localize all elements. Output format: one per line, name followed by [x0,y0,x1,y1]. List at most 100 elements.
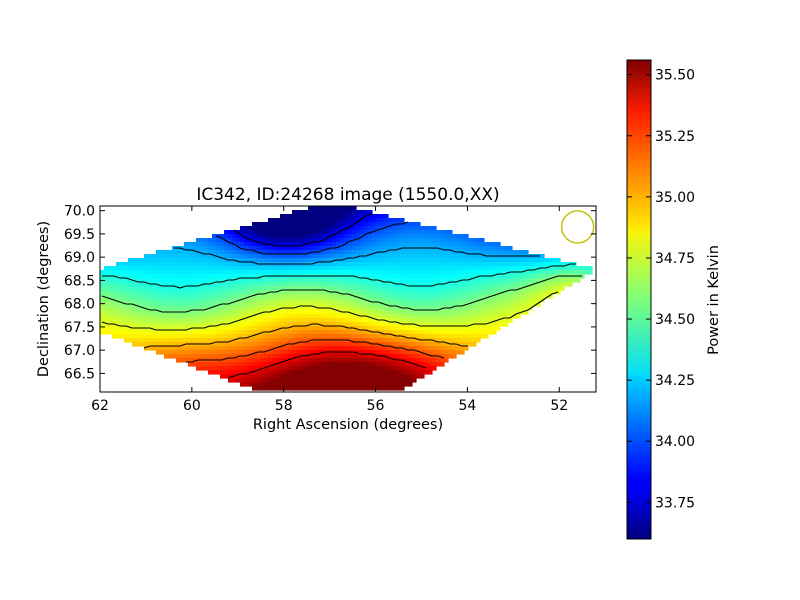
heatmap-cell [400,314,405,319]
heatmap-cell [396,338,401,343]
heatmap-cell [344,214,349,219]
heatmap-cell [240,226,245,231]
heatmap-cell [252,290,257,295]
heatmap-cell [308,358,313,363]
heatmap-cell [408,278,413,283]
heatmap-cell [484,242,489,247]
heatmap-cell [444,246,449,251]
heatmap-cell [184,358,189,363]
heatmap-cell [156,326,161,331]
heatmap-cell [344,254,349,259]
heatmap-cell [188,282,193,287]
heatmap-cell [256,362,261,367]
heatmap-cell [432,314,437,319]
heatmap-cell [408,238,413,243]
heatmap-cell [116,310,121,315]
heatmap-cell [248,358,253,363]
heatmap-cell [148,338,153,343]
heatmap-cell [312,218,317,223]
heatmap-cell [536,274,541,279]
heatmap-cell [384,322,389,327]
heatmap-cell [264,302,269,307]
heatmap-cell [420,370,425,375]
heatmap-cell [312,254,317,259]
heatmap-cell [468,330,473,335]
heatmap-cell [552,286,557,291]
heatmap-cell [456,238,461,243]
heatmap-cell [120,274,125,279]
heatmap-cell [236,350,241,355]
heatmap-cell [180,318,185,323]
heatmap-cell [244,326,249,331]
heatmap-cell [396,218,401,223]
heatmap-cell [576,266,581,271]
heatmap-cell [320,346,325,351]
heatmap-cell [100,310,105,315]
heatmap-cell [224,282,229,287]
heatmap-cell [272,326,277,331]
heatmap-cell [284,382,289,387]
heatmap-cell [504,282,509,287]
heatmap-cell [292,214,297,219]
heatmap-cell [364,370,369,375]
heatmap-cell [416,306,421,311]
heatmap-cell [204,242,209,247]
heatmap-cell [196,282,201,287]
heatmap-cell [240,322,245,327]
heatmap-cell [104,322,109,327]
heatmap-cell [376,274,381,279]
heatmap-cell [540,286,545,291]
heatmap-cell [360,370,365,375]
heatmap-cell [216,258,221,263]
heatmap-cell [540,290,545,295]
heatmap-cell [312,222,317,227]
heatmap-cell [148,298,153,303]
heatmap-cell [340,214,345,219]
heatmap-cell [216,354,221,359]
heatmap-cell [208,318,213,323]
heatmap-cell [136,294,141,299]
heatmap-cell [300,358,305,363]
heatmap-cell [356,230,361,235]
heatmap-cell [224,286,229,291]
heatmap-cell [316,318,321,323]
heatmap-cell [332,370,337,375]
heatmap-cell [436,242,441,247]
heatmap-cell [560,262,565,267]
heatmap-cell [140,298,145,303]
heatmap-cell [464,330,469,335]
heatmap-cell [116,302,121,307]
heatmap-cell [528,302,533,307]
heatmap-cell [316,246,321,251]
heatmap-cell [320,370,325,375]
heatmap-cell [156,262,161,267]
heatmap-cell [216,302,221,307]
heatmap-cell [228,238,233,243]
heatmap-cell [284,354,289,359]
heatmap-cell [300,306,305,311]
heatmap-cell [108,326,113,331]
heatmap-cell [124,314,129,319]
heatmap-cell [368,354,373,359]
heatmap-cell [356,258,361,263]
heatmap-cell [328,230,333,235]
heatmap-cell [172,354,177,359]
heatmap-cell [200,310,205,315]
heatmap-cell [332,222,337,227]
heatmap-cell [356,346,361,351]
heatmap-cell [232,366,237,371]
heatmap-cell [100,286,105,291]
heatmap-cell [228,282,233,287]
heatmap-cell [240,378,245,383]
heatmap-cell [480,242,485,247]
heatmap-cell [272,238,277,243]
heatmap-cell [156,310,161,315]
heatmap-cell [404,310,409,315]
heatmap-cell [420,238,425,243]
heatmap-cell [312,258,317,263]
heatmap-cell [196,362,201,367]
heatmap-cell [356,374,361,379]
heatmap-cell [112,302,117,307]
heatmap-cell [264,270,269,275]
heatmap-cell [476,338,481,343]
